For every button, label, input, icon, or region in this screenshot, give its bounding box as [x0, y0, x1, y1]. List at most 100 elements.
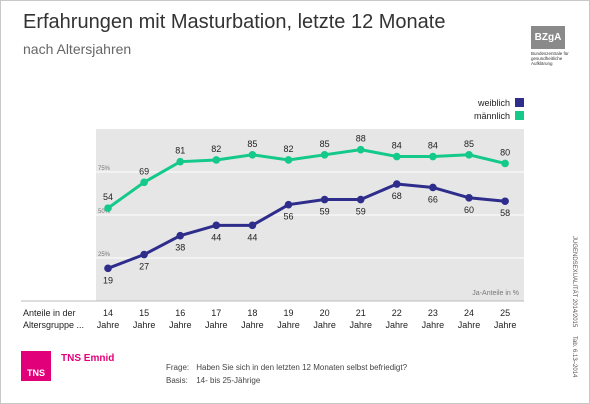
x-tick-unit: Jahre: [422, 320, 445, 330]
x-tick-label: 21: [356, 308, 366, 318]
data-label: 58: [500, 208, 510, 218]
x-axis-title: Anteile in der Altersgruppe ...: [23, 308, 84, 330]
tns-logo: TNS: [21, 351, 51, 381]
x-tick-label: 22: [392, 308, 402, 318]
data-label: 69: [139, 166, 149, 176]
x-tick-unit: Jahre: [205, 320, 228, 330]
page-title: Erfahrungen mit Masturbation, letzte 12 …: [23, 11, 446, 33]
data-point: [356, 145, 365, 154]
page-subtitle: nach Altersjahren: [23, 41, 132, 57]
data-point: [140, 250, 148, 259]
x-tick-label: 14: [103, 308, 113, 318]
bzga-logo-tagline: Bundeszentrale für gesundheitliche Aufkl…: [531, 51, 569, 66]
data-point: [465, 194, 473, 202]
x-tick-unit: Jahre: [241, 320, 264, 330]
x-tick-unit: Jahre: [494, 320, 517, 330]
bzga-logo: BZgA Bundeszentrale für gesundheitliche …: [531, 26, 571, 78]
legend-label: männlich: [474, 111, 510, 121]
basis-label: Basis:: [166, 376, 188, 385]
data-point: [320, 195, 329, 204]
x-tick-unit: Jahre: [133, 320, 156, 330]
data-label: 59: [320, 207, 330, 217]
x-tick-unit: Jahre: [97, 320, 120, 330]
x-tick-unit: Jahre: [313, 320, 336, 330]
x-tick-label: 16: [175, 308, 185, 318]
x-tick-unit: Jahre: [277, 320, 300, 330]
data-label: 27: [139, 262, 149, 272]
table-label: Tab. 6.13–2014: [571, 336, 577, 378]
data-point: [176, 157, 184, 166]
legend-swatch: [515, 111, 524, 120]
data-label: 59: [356, 207, 366, 217]
data-label: 85: [247, 139, 257, 149]
data-label: 56: [283, 212, 293, 222]
data-label: 38: [175, 243, 185, 253]
data-label: 85: [320, 139, 330, 149]
data-point: [501, 197, 509, 206]
footer-basis: Basis: 14- bis 25-Jährige: [166, 376, 260, 385]
legend-swatch: [515, 98, 524, 107]
data-point: [176, 231, 184, 240]
y-tick-label: 75%: [98, 166, 111, 172]
data-point: [429, 152, 437, 161]
unit-note: Ja-Anteile in %: [472, 290, 519, 297]
data-point: [104, 264, 112, 273]
x-tick-label: 23: [428, 308, 438, 318]
data-label: 44: [247, 232, 257, 242]
data-label: 54: [103, 192, 113, 202]
data-point: [212, 221, 221, 230]
data-label: 84: [392, 141, 402, 151]
y-tick-label: 25%: [98, 252, 111, 258]
x-tick-unit: Jahre: [349, 320, 372, 330]
data-point: [284, 200, 293, 209]
x-axis-title-line-1: Anteile in der: [23, 308, 76, 318]
data-label: 80: [500, 147, 510, 157]
study-label: JUGENDSEXUALITÄT 2014/2015: [571, 236, 577, 328]
footer-question: Frage: Haben Sie sich in den letzten 12 …: [166, 363, 407, 372]
data-label: 60: [464, 205, 474, 215]
tns-brand-name: TNS Emnid: [61, 353, 115, 364]
data-point: [356, 195, 365, 204]
legend-label: weiblich: [477, 98, 510, 108]
data-label: 85: [464, 139, 474, 149]
data-label: 81: [175, 146, 185, 156]
x-tick-label: 20: [320, 308, 330, 318]
data-point: [104, 204, 112, 212]
data-point: [393, 180, 401, 188]
x-tick-label: 15: [139, 308, 149, 318]
data-point: [393, 152, 401, 161]
x-tick-unit: Jahre: [169, 320, 192, 330]
data-label: 88: [356, 134, 366, 144]
basis-text: 14- bis 25-Jährige: [196, 376, 261, 385]
question-text: Haben Sie sich in den letzten 12 Monaten…: [196, 363, 408, 372]
x-tick-label: 18: [247, 308, 257, 318]
data-point: [212, 156, 221, 164]
bzga-logo-mark: BZgA: [531, 26, 565, 49]
data-point: [248, 151, 257, 159]
data-point: [320, 151, 329, 159]
data-label: 82: [283, 144, 293, 154]
data-label: 68: [392, 191, 402, 201]
x-tick-label: 19: [283, 308, 293, 318]
data-label: 66: [428, 194, 438, 204]
x-axis-title-line-2: Altersgruppe ...: [23, 320, 84, 330]
data-point: [284, 156, 293, 164]
data-label: 44: [211, 232, 221, 242]
data-point: [140, 178, 148, 187]
x-tick-unit: Jahre: [458, 320, 481, 330]
x-tick-label: 24: [464, 308, 474, 318]
question-label: Frage:: [166, 363, 190, 372]
data-label: 82: [211, 144, 221, 154]
series-line-weiblich: [107, 182, 506, 270]
data-label: 84: [428, 141, 438, 151]
series-line-maennlich: [107, 148, 506, 210]
y-tick-label: 50%: [98, 209, 111, 215]
data-point: [501, 159, 509, 168]
data-label: 19: [103, 275, 113, 285]
x-tick-label: 17: [211, 308, 221, 318]
x-tick-label: 25: [500, 308, 510, 318]
data-point: [429, 183, 437, 192]
x-tick-unit: Jahre: [386, 320, 409, 330]
